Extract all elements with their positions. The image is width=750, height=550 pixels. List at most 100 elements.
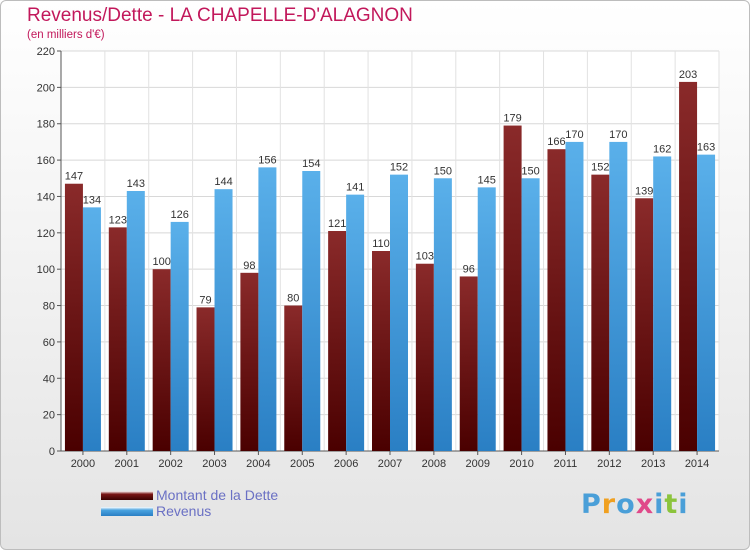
bar-revenue [390,174,408,452]
x-tick-label: 2000 [71,458,95,470]
data-label-debt: 110 [372,238,390,250]
bar-debt [284,305,303,451]
bar-debt [635,198,654,451]
data-label-revenue: 154 [302,158,320,170]
x-tick-label: 2004 [246,458,270,470]
data-label-debt: 179 [503,113,521,125]
x-tick-label: 2002 [158,458,182,470]
x-tick-label: 2005 [290,458,314,470]
y-tick-label: 80 [43,301,55,313]
logo-letter: t [664,489,679,520]
data-label-revenue: 170 [609,129,627,141]
bar-revenue [433,178,452,452]
y-tick-label: 0 [49,446,55,458]
bar-debt [328,231,347,451]
data-label-debt: 103 [416,251,434,263]
data-label-debt: 100 [152,256,170,268]
y-tick-label: 140 [37,191,55,203]
x-tick-label: 2011 [554,458,578,470]
legend-swatch-debt [101,490,153,500]
legend-item-revenue: Revenus [101,503,278,519]
proxiti-logo: Proxiti [581,489,689,520]
bar-revenue [653,156,672,452]
data-label-revenue: 170 [565,129,583,141]
y-tick-label: 60 [43,337,55,349]
bar-debt [679,81,698,451]
data-label-revenue: 143 [127,178,145,190]
y-tick-label: 200 [37,82,55,94]
logo-letter: i [654,489,665,520]
data-label-revenue: 144 [214,176,232,188]
data-label-revenue: 152 [390,162,408,174]
bar-debt [591,174,610,452]
legend-label-revenue: Revenus [156,503,212,519]
data-label-debt: 147 [65,171,83,183]
logo-letter: x [635,489,655,520]
y-tick-label: 160 [37,155,55,167]
x-tick-label: 2013 [641,458,665,470]
logo-letter: o [616,489,636,520]
logo-letter: P [581,489,602,520]
data-label-revenue: 163 [697,142,715,154]
bar-debt [459,276,478,451]
data-label-revenue: 156 [258,154,276,166]
data-label-debt: 121 [328,218,346,230]
legend: Montant de la Dette Revenus [101,487,278,519]
x-tick-label: 2001 [115,458,139,470]
bar-revenue [126,191,145,451]
data-label-debt: 203 [679,69,697,81]
y-tick-label: 120 [37,228,55,240]
data-label-debt: 96 [463,263,475,275]
logo-letter: i [678,489,689,520]
bar-debt [152,269,171,451]
logo-letter: r [601,489,617,520]
chart-title: Revenus/Dette - LA CHAPELLE-D'ALAGNON [27,5,413,26]
bar-debt [503,125,522,451]
y-tick-label: 40 [43,373,55,385]
bar-revenue [82,207,101,451]
data-label-revenue: 126 [170,209,188,221]
bar-revenue [302,171,321,451]
legend-item-debt: Montant de la Dette [101,487,278,503]
x-tick-label: 2008 [422,458,446,470]
data-label-debt: 79 [199,294,211,306]
bar-debt [64,183,83,451]
data-label-debt: 80 [287,293,299,305]
y-tick-label: 100 [37,264,55,276]
y-tick-label: 220 [37,46,55,58]
chart-subtitle: (en milliers d'€) [27,29,105,41]
x-tick-label: 2012 [597,458,621,470]
x-tick-label: 2003 [202,458,226,470]
data-label-debt: 166 [547,136,565,148]
bar-revenue [214,189,233,451]
data-label-revenue: 162 [653,143,671,155]
data-label-revenue: 141 [346,182,364,194]
data-label-revenue: 134 [83,194,101,206]
bar-debt [240,272,259,451]
x-tick-label: 2009 [465,458,489,470]
y-tick-label: 180 [37,119,55,131]
bar-debt [372,251,390,451]
x-tick-label: 2007 [378,458,402,470]
bar-revenue [258,167,277,451]
data-label-debt: 98 [243,260,255,272]
bar-revenue [346,194,365,452]
data-label-revenue: 145 [478,174,496,186]
x-tick-label: 2006 [334,458,358,470]
bar-revenue [170,221,189,451]
bar-revenue [697,154,716,452]
bar-debt [196,307,215,451]
data-label-debt: 152 [591,162,609,174]
legend-swatch-revenue [101,506,153,516]
bar-revenue [565,141,584,451]
x-tick-label: 2010 [509,458,533,470]
bar-revenue [521,178,540,452]
bar-revenue [477,187,496,451]
data-label-debt: 123 [109,214,127,226]
data-label-revenue: 150 [434,165,452,177]
bar-debt [415,263,434,451]
data-label-debt: 139 [635,185,653,197]
data-label-revenue: 150 [521,165,539,177]
